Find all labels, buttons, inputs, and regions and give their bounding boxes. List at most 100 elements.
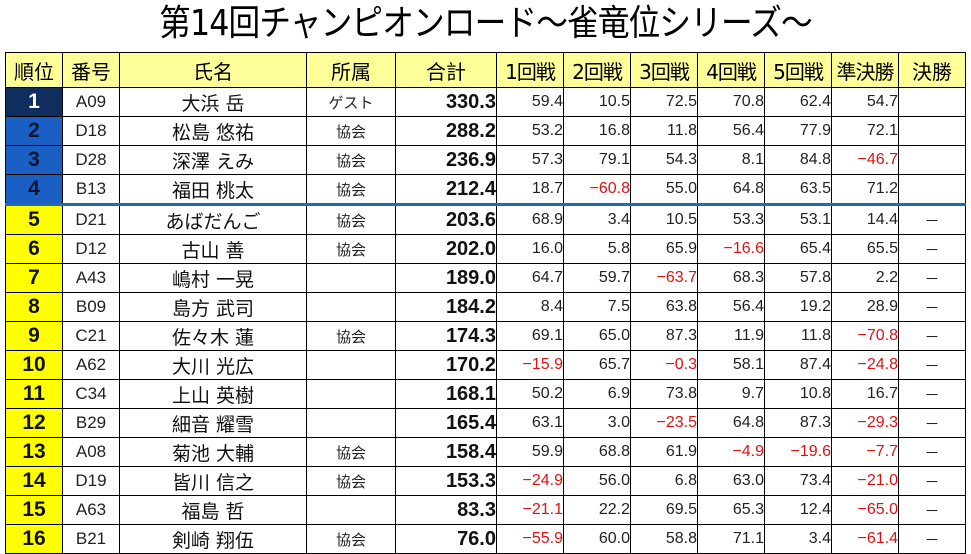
final-score-cell: － [898, 379, 966, 409]
player-name-cell: 皆川 信之 [119, 466, 307, 496]
header-round5: 5回戦 [764, 52, 832, 88]
round-score-cell: −15.9 [496, 350, 564, 380]
round-score-cell: 64.8 [697, 174, 765, 206]
affiliation-cell: 協会 [306, 437, 396, 467]
round-score-cell: 65.9 [630, 234, 698, 264]
affiliation-cell [306, 495, 396, 525]
table-row: 3 D28 深澤 えみ 協会 236.9 57.3 79.1 54.3 8.1 84.8 −46.7 [5, 145, 966, 175]
header-round3: 3回戦 [630, 52, 698, 88]
player-name-cell: 菊池 大輔 [119, 437, 307, 467]
player-name-cell: 上山 英樹 [119, 379, 307, 409]
round-score-cell: 11.9 [697, 321, 765, 351]
round-score-cell: 8.4 [496, 292, 564, 322]
affiliation-cell [306, 408, 396, 438]
player-name-cell: 福田 桃太 [119, 174, 307, 206]
table-row: 15 A63 福島 哲 83.3 −21.1 22.2 69.5 65.3 12.4 −65.0 － [5, 495, 966, 525]
table-row: 14 D19 皆川 信之 協会 153.3 −24.9 56.0 6.8 63.0 73.4 −21… [5, 466, 966, 496]
table-row: 6 D12 古山 善協会 202.0 16.0 5.8 65.9 −16.6 65.4 65.5 － [5, 234, 966, 264]
rank-cell: 15 [5, 495, 63, 525]
player-id-cell: D21 [62, 204, 120, 235]
final-score-cell [898, 174, 966, 206]
round-score-cell: 28.9 [831, 292, 899, 322]
header-total: 合計 [395, 52, 497, 88]
final-score-cell: － [898, 408, 966, 438]
round-score-cell: −61.4 [831, 524, 899, 554]
total-cell: 165.4 [395, 408, 497, 438]
final-score-cell [898, 145, 966, 175]
rank-cell: 2 [5, 116, 63, 146]
round-score-cell: 6.8 [630, 466, 698, 496]
header-final: 決勝 [898, 52, 966, 88]
final-score-cell: － [898, 524, 966, 554]
round-score-cell: 73.8 [630, 379, 698, 409]
round-score-cell: 19.2 [764, 292, 832, 322]
round-score-cell: −55.9 [496, 524, 564, 554]
round-score-cell: 87.3 [764, 408, 832, 438]
affiliation-cell: 協会 [306, 466, 396, 496]
header-round2: 2回戦 [563, 52, 631, 88]
header-row: 順位 番号 氏名 所属 合計 1回戦 2回戦 3回戦 4回戦 5回戦 準決勝 決… [5, 52, 966, 88]
final-score-cell [898, 116, 966, 146]
round-score-cell: 72.1 [831, 116, 899, 146]
affiliation-cell: 協会 [306, 524, 396, 554]
header-rank: 順位 [5, 52, 63, 88]
table-row: 7 A43 嶋村 一晃 189.0 64.7 59.7 −63.7 68.3 57.8 2.2 － [5, 263, 966, 293]
round-score-cell: −21.0 [831, 466, 899, 496]
header-name: 氏名 [119, 52, 307, 88]
player-id-cell: D19 [62, 466, 120, 496]
rank-cell: 6 [5, 234, 63, 264]
round-score-cell: 77.9 [764, 116, 832, 146]
round-score-cell: 62.4 [764, 87, 832, 117]
round-score-cell: 6.9 [563, 379, 631, 409]
affiliation-cell: 協会 [306, 234, 396, 264]
player-id-cell: A08 [62, 437, 120, 467]
player-name-cell: 松島 悠祐 [119, 116, 307, 146]
round-score-cell: −4.9 [697, 437, 765, 467]
round-score-cell: 10.5 [563, 87, 631, 117]
player-id-cell: A09 [62, 87, 120, 117]
table-row: 11 C34 上山 英樹 168.1 50.2 6.9 73.8 9.7 10.8 16.7 － [5, 379, 966, 409]
round-score-cell: 50.2 [496, 379, 564, 409]
page-title: 第14回チャンピオンロード～雀竜位シリーズ～ [159, 3, 813, 44]
final-score-cell [898, 87, 966, 117]
player-id-cell: B29 [62, 408, 120, 438]
affiliation-cell [306, 292, 396, 322]
round-score-cell: 65.7 [563, 350, 631, 380]
player-name-cell: 島方 武司 [119, 292, 307, 322]
player-id-cell: B21 [62, 524, 120, 554]
affiliation-cell: ゲスト [306, 87, 396, 117]
round-score-cell: 64.8 [697, 408, 765, 438]
player-name-cell: 大浜 岳 [119, 87, 307, 117]
round-score-cell: 3.0 [563, 408, 631, 438]
round-score-cell: 59.4 [496, 87, 564, 117]
round-score-cell: 64.7 [496, 263, 564, 293]
rank-cell: 9 [5, 321, 63, 351]
total-cell: 212.4 [395, 174, 497, 206]
table-row: 4 B13 福田 桃太 協会 212.4 18.7 −60.8 55.0 64.8 63.5 71.… [5, 174, 966, 206]
player-id-cell: C21 [62, 321, 120, 351]
final-score-cell: － [898, 204, 966, 235]
player-name-cell: 細音 耀雪 [119, 408, 307, 438]
round-score-cell: 10.5 [630, 204, 698, 235]
round-score-cell: 56.0 [563, 466, 631, 496]
round-score-cell: 84.8 [764, 145, 832, 175]
player-id-cell: C34 [62, 379, 120, 409]
affiliation-cell [306, 379, 396, 409]
round-score-cell: 73.4 [764, 466, 832, 496]
round-score-cell: 79.1 [563, 145, 631, 175]
round-score-cell: 65.0 [563, 321, 631, 351]
header-id: 番号 [62, 52, 120, 88]
round-score-cell: 70.8 [697, 87, 765, 117]
round-score-cell: 3.4 [764, 524, 832, 554]
rank-cell: 8 [5, 292, 63, 322]
round-score-cell: 59.9 [496, 437, 564, 467]
player-name-cell: 福島 哲 [119, 495, 307, 525]
round-score-cell: 53.1 [764, 204, 832, 235]
round-score-cell: 55.0 [630, 174, 698, 206]
round-score-cell: 63.8 [630, 292, 698, 322]
total-cell: 203.6 [395, 204, 497, 235]
affiliation-cell: 協会 [306, 145, 396, 175]
total-cell: 330.3 [395, 87, 497, 117]
header-round4: 4回戦 [697, 52, 765, 88]
table-row: 5 D21 あばだんご 協会 203.6 68.9 3.4 10.5 53.3 53.1 14.4 － [5, 204, 966, 235]
